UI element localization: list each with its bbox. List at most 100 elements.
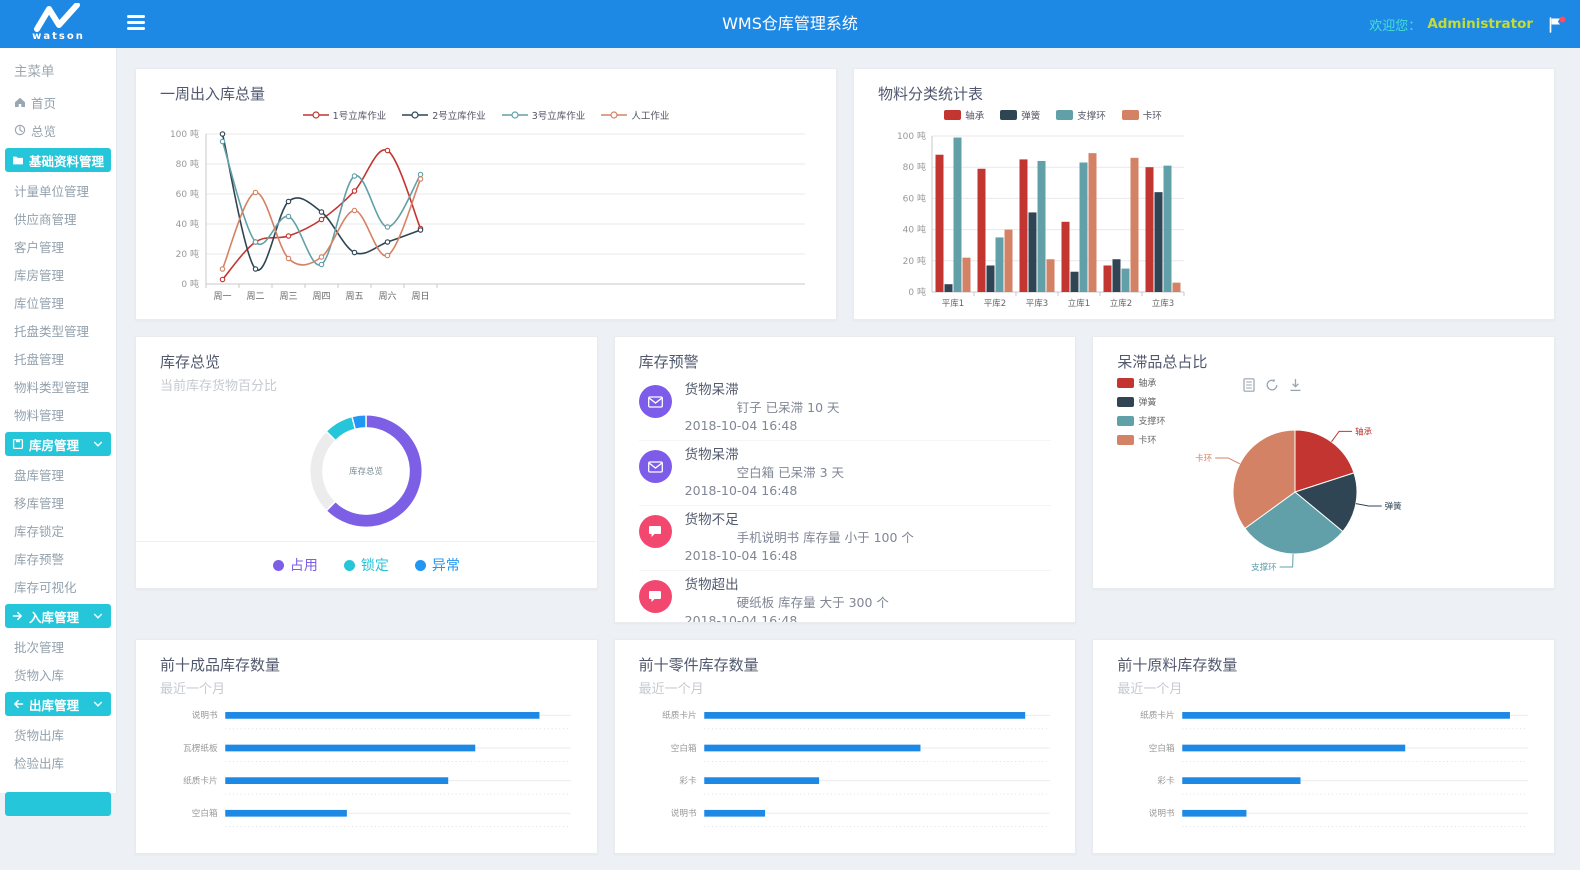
sidebar-item-label: 物料类型管理 — [14, 379, 90, 395]
legend-item[interactable]: 轴承 — [1117, 376, 1165, 389]
legend-item[interactable]: 3号立库作业 — [501, 108, 585, 122]
sidebar-item[interactable]: 库存锁定 — [0, 516, 116, 544]
legend-item[interactable]: 卡环 — [1121, 108, 1162, 122]
alert-icon-circle — [638, 580, 672, 613]
card-top-parts: 前十零件库存数量 最近一个月 纸质卡片 空白箱 彩卡 说明书 — [613, 639, 1077, 854]
legend-item[interactable]: 2号立库作业 — [402, 108, 486, 122]
sidebar-item[interactable]: 入库管理 — [5, 604, 111, 628]
legend-swatch — [1117, 415, 1135, 426]
sidebar-item[interactable]: 库位管理 — [0, 288, 116, 316]
legend-item[interactable]: 轴承 — [944, 108, 984, 122]
legend-item[interactable]: 1号立库作业 — [302, 108, 386, 122]
legend-item[interactable]: 异常 — [414, 555, 460, 575]
alert-time: 2018-10-04 16:48 — [684, 548, 798, 563]
svg-text:100 吨: 100 吨 — [170, 128, 199, 140]
sidebar-item[interactable]: 库房管理 — [5, 432, 111, 456]
svg-text:80 吨: 80 吨 — [176, 158, 199, 170]
sidebar-item-label: 移库管理 — [14, 495, 65, 511]
legend-label: 支撑环 — [1077, 111, 1106, 122]
sidebar-item[interactable]: 库房管理 — [0, 260, 116, 288]
svg-text:立库2: 立库2 — [1110, 298, 1132, 309]
dashboard-row-3: 前十成品库存数量 最近一个月 说明书 瓦楞纸板 纸质卡片 空白箱 前十零件库存数量 最… — [135, 639, 1556, 854]
card-subtitle: 最近一个月 — [1117, 682, 1183, 697]
sidebar-item[interactable]: 供应商管理 — [0, 204, 116, 232]
alert-content: 货物呆滞 空白箱 已呆滞 3 天 2018-10-04 16:48 — [685, 447, 1052, 499]
sidebar-item[interactable]: 库存预警 — [0, 544, 116, 572]
sidebar-item[interactable]: 库存可视化 — [0, 572, 116, 600]
svg-text:0 吨: 0 吨 — [181, 278, 199, 290]
legend-label: 锁定 — [360, 558, 389, 574]
line-chart-legend: 1号立库作业 2号立库作业 3号立库作业 人工作业 — [160, 108, 812, 122]
legend-item[interactable]: 支撑环 — [1117, 414, 1165, 427]
sidebar-item[interactable]: 检验出库 — [0, 748, 116, 776]
legend-item[interactable]: 支撑环 — [1056, 108, 1106, 122]
card-weekly-io: 一周出入库总量 1号立库作业 2号立库作业 3号立库作业 人工作业 0 吨 20 … — [135, 68, 837, 320]
card-subtitle: 最近一个月 — [160, 682, 226, 697]
alert-title: 货物超出 — [684, 577, 739, 593]
legend-item[interactable]: 占用 — [272, 555, 318, 575]
svg-text:周四: 周四 — [312, 291, 330, 302]
flag-icon[interactable] — [1547, 16, 1566, 33]
alert-title: 货物不足 — [684, 512, 739, 528]
chat-icon — [649, 526, 662, 537]
svg-text:周三: 周三 — [279, 291, 297, 302]
sidebar-item[interactable]: 计量单位管理 — [0, 176, 116, 204]
sidebar-item-label: 客户管理 — [14, 239, 65, 255]
hamburger-menu-icon[interactable] — [127, 15, 145, 33]
alert-time: 2018-10-04 16:48 — [684, 483, 798, 498]
sidebar-item[interactable]: 货物出库 — [0, 720, 116, 748]
refresh-icon — [1266, 378, 1278, 391]
legend-item[interactable]: 弹簧 — [1000, 108, 1040, 122]
legend-item[interactable]: 人工作业 — [601, 108, 669, 122]
card-top-finished: 前十成品库存数量 最近一个月 说明书 瓦楞纸板 纸质卡片 空白箱 — [135, 639, 598, 854]
sidebar-item[interactable]: 首页 — [0, 88, 116, 116]
card-title: 前十零件库存数量 — [638, 656, 759, 674]
refresh-icon[interactable] — [1265, 378, 1279, 392]
sidebar-item[interactable]: 移库管理 — [0, 488, 116, 516]
arrow-right-icon — [12, 611, 22, 621]
folder-icon — [13, 156, 23, 165]
alert-detail: 手机说明书 库存量 小于 100 个 — [736, 530, 914, 545]
legend-item[interactable]: 锁定 — [343, 555, 389, 575]
legend-swatch — [1117, 434, 1135, 445]
sidebar-item-label: 出库管理 — [29, 697, 80, 713]
svg-text:60 吨: 60 吨 — [903, 192, 926, 204]
sidebar-item[interactable] — [5, 792, 111, 816]
svg-text:瓦楞纸板: 瓦楞纸板 — [183, 742, 218, 754]
svg-text:20 吨: 20 吨 — [176, 248, 199, 260]
data-view-icon[interactable] — [1243, 378, 1255, 392]
alert-content: 货物呆滞 钉子 已呆滞 10 天 2018-10-04 16:48 — [685, 382, 1052, 434]
pie-chart-zone: 轴承 弹簧 支撑环 卡环 轴承 弹簧 支撑环 卡环 — [1117, 374, 1530, 586]
bar-chart-block: 轴承 弹簧 支撑环 卡环 0 吨 20 吨 40 吨 60 吨 80 吨 100 吨平库1… — [888, 108, 1218, 319]
sidebar-item[interactable]: 总览 — [0, 116, 116, 144]
svg-text:纸质卡片: 纸质卡片 — [1140, 709, 1175, 721]
legend-label: 卡环 — [1138, 436, 1157, 446]
legend-item[interactable]: 卡环 — [1117, 433, 1165, 446]
sidebar-item[interactable]: 货物入库 — [0, 660, 116, 688]
sidebar-item[interactable]: 盘库管理 — [0, 460, 116, 488]
sidebar-item[interactable]: 物料管理 — [0, 400, 116, 428]
chat-icon — [649, 591, 662, 602]
alert-item: 货物呆滞 钉子 已呆滞 10 天 2018-10-04 16:48 — [638, 376, 1052, 441]
svg-text:纸质卡片: 纸质卡片 — [183, 775, 218, 787]
sidebar-item-label: 库位管理 — [14, 295, 65, 311]
username[interactable]: Administrator — [1427, 16, 1533, 32]
donut-chart-zone: 库存总览 — [160, 396, 573, 546]
sidebar-item-label: 基础资料管理 — [29, 153, 105, 169]
svg-text:60 吨: 60 吨 — [176, 188, 199, 200]
svg-text:周六: 周六 — [378, 290, 396, 302]
alert-time: 2018-10-04 16:48 — [684, 418, 798, 433]
legend-item[interactable]: 弹簧 — [1117, 395, 1165, 408]
sidebar-item[interactable]: 出库管理 — [5, 692, 111, 716]
sidebar-item[interactable]: 批次管理 — [0, 632, 116, 660]
sidebar-item-label: 货物出库 — [14, 727, 65, 743]
sidebar-item[interactable]: 托盘类型管理 — [0, 316, 116, 344]
download-icon[interactable] — [1289, 378, 1302, 392]
sidebar-item[interactable]: 物料类型管理 — [0, 372, 116, 400]
sidebar-item[interactable]: 客户管理 — [0, 232, 116, 260]
sidebar-item[interactable]: 托盘管理 — [0, 344, 116, 372]
sidebar-item-active[interactable]: 基础资料管理 — [5, 148, 111, 172]
svg-text:空白箱: 空白箱 — [192, 807, 218, 819]
page-title: WMS仓库管理系统 — [722, 14, 858, 33]
